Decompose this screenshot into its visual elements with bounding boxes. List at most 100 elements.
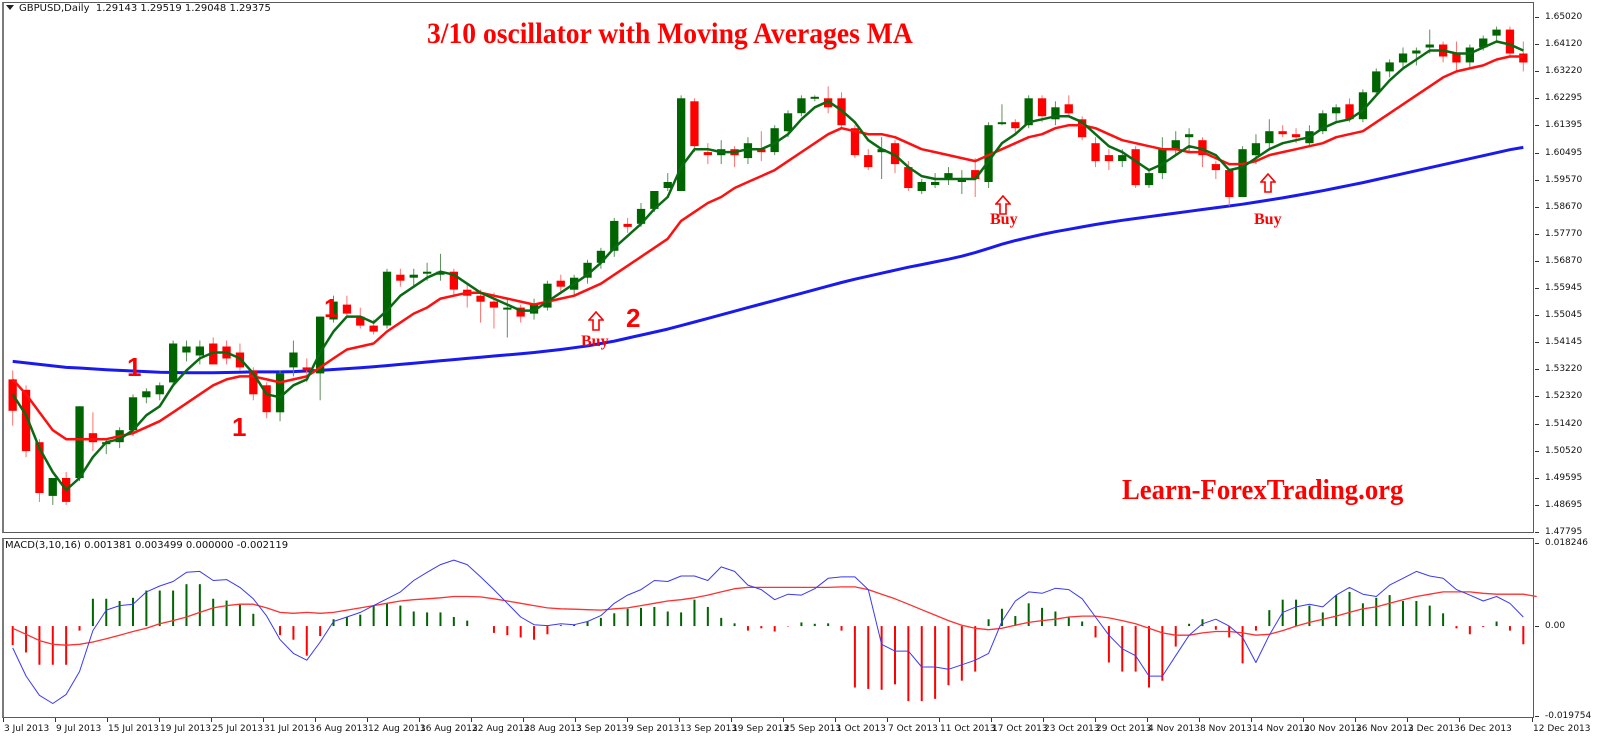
x-tick xyxy=(783,718,784,722)
bull-candle xyxy=(48,478,57,496)
price-axis-label: 1.53220 xyxy=(1545,364,1583,375)
time-axis-label: 12 Aug 2013 xyxy=(368,724,426,734)
bull-candle xyxy=(917,182,926,191)
bull-candle xyxy=(436,271,445,275)
bull-candle xyxy=(1332,107,1341,114)
bull-candle xyxy=(382,271,392,326)
bull-candle xyxy=(1158,149,1167,174)
x-tick xyxy=(471,718,472,722)
x-tick xyxy=(1532,718,1533,722)
bear-candle xyxy=(396,274,405,281)
bear-candle xyxy=(1037,98,1047,117)
wave-label: 2 xyxy=(626,303,641,333)
y-tick xyxy=(1535,369,1539,371)
price-axis-label: 1.59570 xyxy=(1545,174,1583,185)
bull-candle xyxy=(610,220,619,251)
buy-arrow-up-icon xyxy=(588,311,604,331)
bull-candle xyxy=(316,316,325,374)
dropdown-triangle-icon[interactable] xyxy=(6,4,14,10)
y-tick xyxy=(1535,626,1539,628)
x-tick xyxy=(1303,718,1304,722)
watermark-text: Learn-ForexTrading.org xyxy=(1122,474,1404,506)
y-tick xyxy=(1535,288,1539,290)
price-axis-label: 1.49595 xyxy=(1545,472,1583,483)
y-tick xyxy=(1535,315,1539,317)
bear-candle xyxy=(1198,140,1207,156)
time-axis-label: 4 Nov 2013 xyxy=(1148,724,1200,734)
bull-candle xyxy=(1479,38,1488,48)
bear-candle xyxy=(1225,170,1234,197)
bull-candle xyxy=(663,182,672,188)
buy-arrow-up-icon xyxy=(1260,173,1276,193)
bull-candle xyxy=(1425,44,1434,48)
bull-candle xyxy=(423,271,432,274)
bear-candle xyxy=(1091,143,1100,162)
bull-candle xyxy=(195,346,204,356)
bull-candle xyxy=(142,391,151,398)
time-axis-label: 26 Nov 2013 xyxy=(1356,724,1414,734)
x-tick xyxy=(835,718,836,722)
y-tick xyxy=(1535,71,1539,73)
bear-candle xyxy=(21,389,31,452)
x-tick xyxy=(367,718,368,722)
x-tick xyxy=(419,718,420,722)
y-tick xyxy=(1535,44,1539,46)
y-tick xyxy=(1535,504,1539,506)
bull-candle xyxy=(1171,140,1180,150)
bear-candle xyxy=(850,128,860,156)
price-axis-label: 1.58670 xyxy=(1545,201,1583,212)
buy-signal-label: Buy xyxy=(581,333,609,350)
bull-candle xyxy=(877,149,886,153)
bear-candle xyxy=(489,301,499,308)
bear-candle xyxy=(690,101,699,147)
bear-candle xyxy=(1452,53,1461,63)
x-tick xyxy=(939,718,940,722)
bull-candle xyxy=(957,179,966,182)
macd-header: MACD(3,10,16) 0.001381 0.003499 0.000000… xyxy=(5,540,289,551)
chart-title: 3/10 oscillator with Moving Averages MA xyxy=(427,17,913,50)
y-tick xyxy=(1535,477,1539,479)
x-tick xyxy=(211,718,212,722)
bull-candle xyxy=(1412,50,1421,54)
y-tick xyxy=(1535,543,1539,544)
macd-panel[interactable] xyxy=(2,538,1534,718)
x-tick xyxy=(627,718,628,722)
bull-candle xyxy=(75,406,84,479)
y-tick xyxy=(1535,179,1539,181)
bear-candle xyxy=(1519,53,1528,63)
signal-line xyxy=(12,586,1537,646)
time-axis-label: 14 Nov 2013 xyxy=(1252,724,1310,734)
time-axis-label: 7 Oct 2013 xyxy=(888,724,938,734)
price-axis-label: 1.50520 xyxy=(1545,445,1583,456)
bull-candle xyxy=(810,96,819,99)
bear-candle xyxy=(864,155,873,168)
fast-ma-line xyxy=(11,40,1524,492)
bear-candle xyxy=(1064,104,1073,114)
bull-candle xyxy=(289,352,298,368)
price-axis-label: 1.56870 xyxy=(1545,255,1583,266)
time-axis-label: 25 Sep 2013 xyxy=(784,724,842,734)
y-tick xyxy=(1535,17,1539,18)
macd-line xyxy=(12,559,1524,704)
bear-candle xyxy=(757,149,766,153)
x-tick xyxy=(1459,718,1460,722)
bear-candle xyxy=(1505,29,1515,54)
bear-candle xyxy=(971,170,980,180)
wave-label: 1 xyxy=(324,293,339,323)
y-tick xyxy=(1535,125,1539,127)
time-axis-label: 3 Jul 2013 xyxy=(4,724,50,734)
bear-candle xyxy=(1104,155,1114,162)
bull-candle xyxy=(650,191,659,209)
price-chart-panel[interactable] xyxy=(2,2,1534,533)
bull-candle xyxy=(182,346,191,353)
bear-candle xyxy=(262,385,271,413)
bull-candle xyxy=(997,122,1007,125)
price-axis-label: 1.51420 xyxy=(1545,418,1583,429)
y-tick xyxy=(1535,450,1539,452)
time-axis-label: 19 Jul 2013 xyxy=(160,724,211,734)
x-tick xyxy=(315,718,316,722)
time-axis-label: 6 Aug 2013 xyxy=(316,724,368,734)
bear-candle xyxy=(302,367,311,371)
y-tick xyxy=(1535,260,1539,262)
